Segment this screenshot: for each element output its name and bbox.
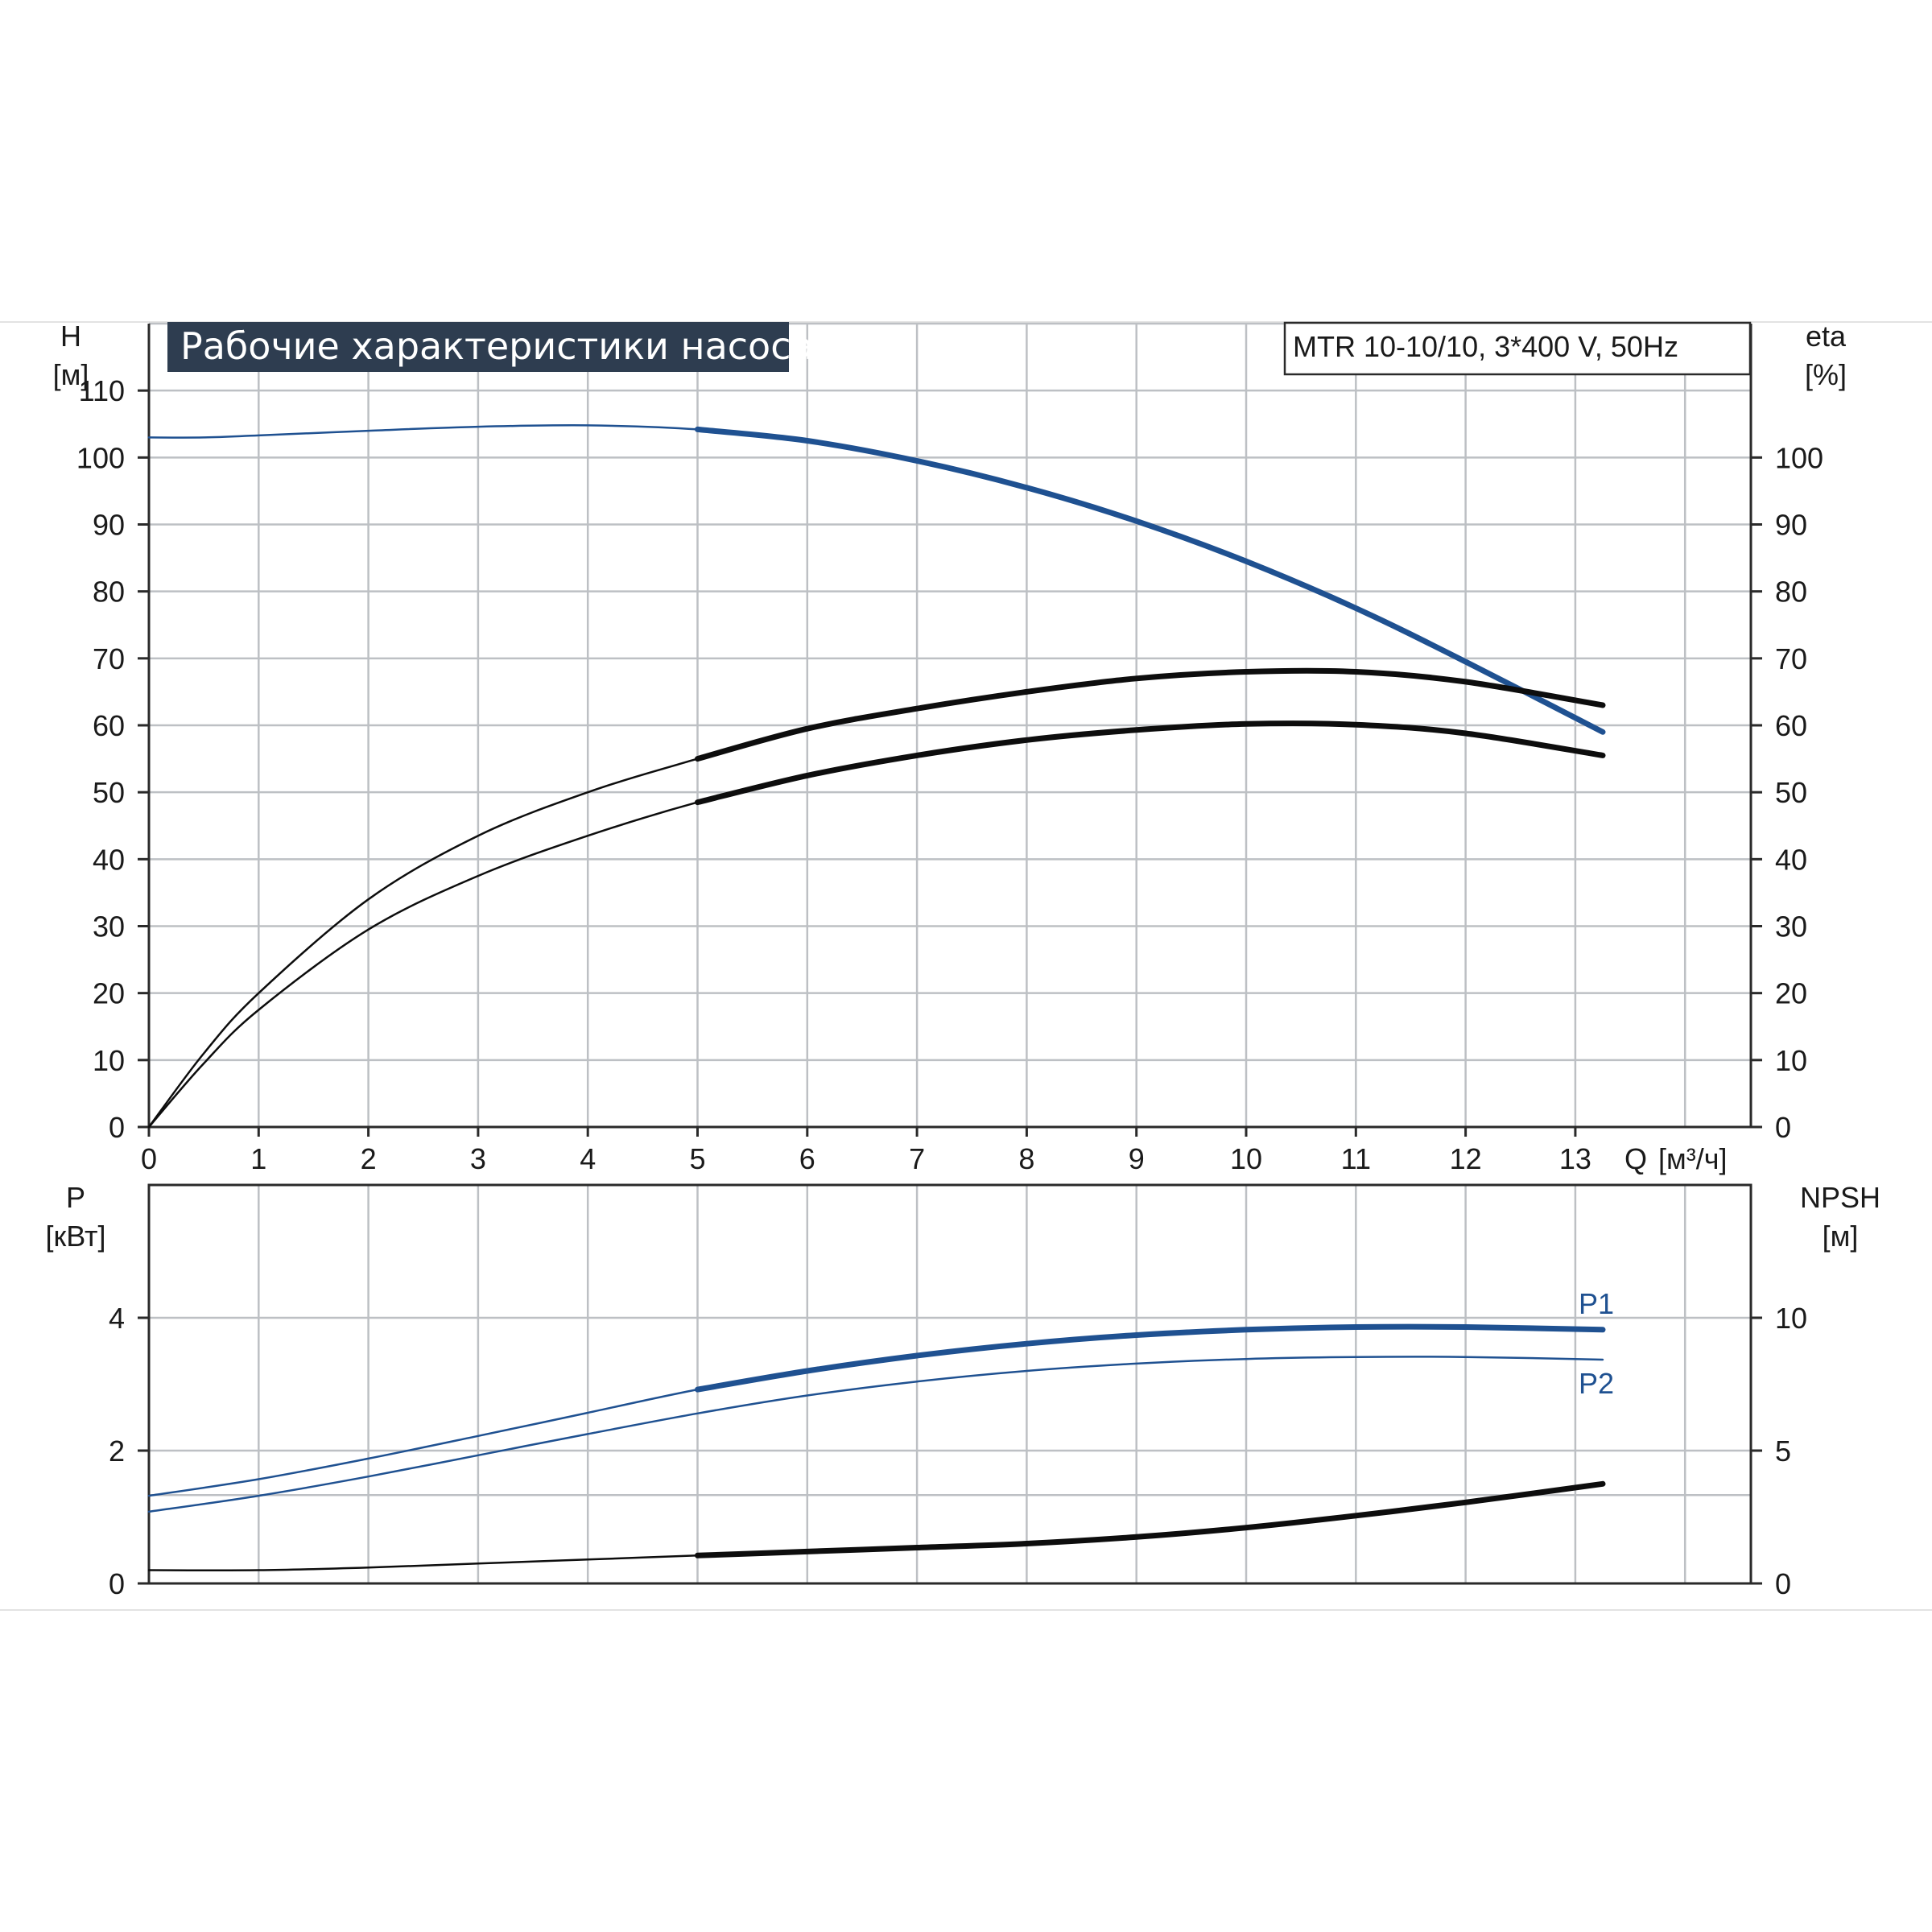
eta-tick-label: 70 xyxy=(1775,642,1807,675)
q-tick-label: 8 xyxy=(1018,1142,1034,1175)
h-tick-label: 30 xyxy=(93,910,125,943)
h-tick-label: 70 xyxy=(93,642,125,675)
q-tick-label: 6 xyxy=(799,1142,815,1175)
series-label-p1: P1 xyxy=(1579,1287,1614,1320)
eta-tick-label: 30 xyxy=(1775,910,1807,943)
lower-panel-frame xyxy=(147,1183,1752,1585)
series-lines xyxy=(147,424,1606,1571)
lower-series-line-1 xyxy=(147,1356,1604,1513)
h-tick-label: 20 xyxy=(93,977,125,1010)
h-tick-label: 100 xyxy=(76,441,125,474)
title-box xyxy=(167,322,789,372)
h-tick-label: 110 xyxy=(79,374,125,407)
q-tick-label: 5 xyxy=(689,1142,705,1175)
p-axis-label: P xyxy=(66,1181,85,1214)
h-tick-label: 40 xyxy=(93,843,125,876)
npsh-axis-label: NPSH xyxy=(1800,1181,1880,1214)
lower-series-line-2 xyxy=(147,1483,1604,1571)
h-tick-label: 0 xyxy=(109,1111,125,1144)
upper-grid xyxy=(149,322,1751,1127)
h-tick-label: 50 xyxy=(93,776,125,809)
h-axis-label: H xyxy=(60,320,81,353)
p-tick-label: 4 xyxy=(109,1302,125,1335)
q-tick-label: 1 xyxy=(250,1142,266,1175)
eta-axis-label: eta xyxy=(1806,320,1847,353)
q-tick-label: 2 xyxy=(361,1142,377,1175)
upper-series-bold-1 xyxy=(695,667,1606,762)
upper-series-bold-2 xyxy=(695,720,1606,806)
eta-tick-label: 90 xyxy=(1775,509,1807,542)
q-tick-label: 11 xyxy=(1341,1142,1371,1175)
eta-axis-unit: [%] xyxy=(1805,358,1847,391)
h-tick-label: 90 xyxy=(93,509,125,542)
eta-tick-label: 80 xyxy=(1775,576,1807,609)
q-axis-unit: [м³/ч] xyxy=(1658,1142,1728,1175)
h-axis-unit: [м] xyxy=(53,358,89,391)
p-axis-unit: [кВт] xyxy=(45,1220,105,1253)
series-label-p2: P2 xyxy=(1579,1367,1614,1400)
npsh-tick-label: 10 xyxy=(1775,1302,1807,1335)
q-tick-label: 9 xyxy=(1129,1142,1145,1175)
eta-tick-label: 0 xyxy=(1775,1111,1791,1144)
eta-tick-label: 100 xyxy=(1775,441,1823,474)
q-tick-label: 3 xyxy=(470,1142,486,1175)
p-tick-label: 0 xyxy=(109,1567,125,1600)
q-tick-label: 13 xyxy=(1559,1142,1591,1175)
series-labels: P1 P2 xyxy=(1579,1287,1614,1400)
q-tick-label: 7 xyxy=(909,1142,925,1175)
upper-series-bold-0 xyxy=(695,426,1606,735)
npsh-axis-unit: [м] xyxy=(1823,1220,1859,1253)
npsh-tick-label: 5 xyxy=(1775,1435,1791,1468)
eta-tick-label: 10 xyxy=(1775,1044,1807,1077)
q-tick-label: 10 xyxy=(1230,1142,1262,1175)
lower-series-bold-0 xyxy=(695,1323,1606,1393)
eta-tick-label: 20 xyxy=(1775,977,1807,1010)
h-tick-label: 80 xyxy=(93,576,125,609)
h-tick-label: 60 xyxy=(93,709,125,742)
npsh-tick-label: 0 xyxy=(1775,1567,1791,1600)
h-tick-label: 10 xyxy=(93,1044,125,1077)
chart-title: Рабочие характеристики насоса xyxy=(180,324,814,368)
q-tick-label: 12 xyxy=(1450,1142,1482,1175)
q-axis-label: Q xyxy=(1624,1142,1647,1175)
p-tick-label: 2 xyxy=(109,1435,125,1468)
q-tick-label: 0 xyxy=(141,1142,157,1175)
model-label: MTR 10-10/10, 3*400 V, 50Hz xyxy=(1293,330,1678,363)
eta-tick-label: 50 xyxy=(1775,776,1807,809)
model-box xyxy=(1283,321,1752,376)
q-tick-label: 4 xyxy=(580,1142,596,1175)
upper-series-line-0 xyxy=(147,424,1604,733)
upper-series-line-1 xyxy=(147,669,1604,1129)
eta-tick-label: 40 xyxy=(1775,843,1807,876)
axes xyxy=(147,324,1752,1585)
lower-series-line-0 xyxy=(147,1325,1604,1497)
ticks: 0102030405060708090100110010203040506070… xyxy=(76,374,1823,1600)
eta-tick-label: 60 xyxy=(1775,709,1807,742)
lower-grid xyxy=(149,1185,1751,1583)
lower-series-bold-2 xyxy=(695,1480,1606,1558)
